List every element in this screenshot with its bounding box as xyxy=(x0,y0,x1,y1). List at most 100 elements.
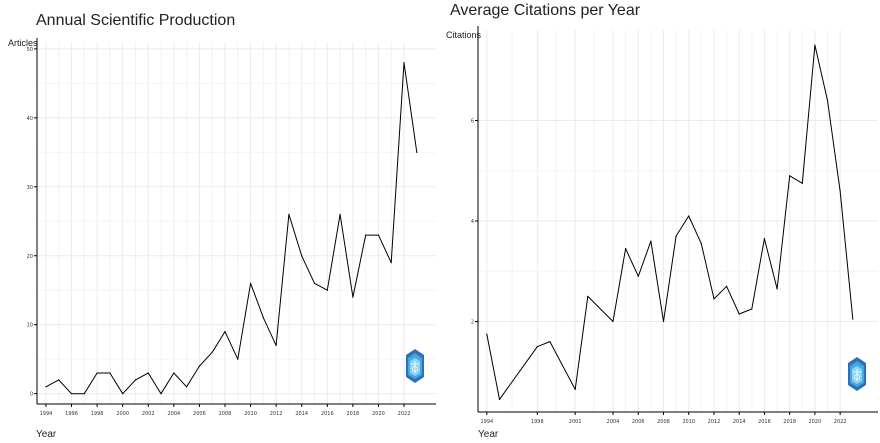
x-tick-label: 2004 xyxy=(607,419,620,425)
data-point xyxy=(198,365,201,367)
data-point xyxy=(173,372,175,374)
data-point xyxy=(390,262,392,264)
data-point xyxy=(326,289,328,291)
x-tick-label: 2020 xyxy=(372,411,385,417)
data-point xyxy=(763,237,766,240)
data-point xyxy=(498,398,501,401)
x-tick-label: 2001 xyxy=(569,419,582,425)
data-point xyxy=(186,386,188,388)
x-tick-label: 2008 xyxy=(219,411,232,417)
data-point xyxy=(339,213,341,215)
data-point xyxy=(96,372,98,374)
data-point xyxy=(625,248,627,250)
x-tick-label: 1996 xyxy=(65,411,78,417)
data-point xyxy=(688,215,690,217)
data-point xyxy=(700,243,702,245)
data-point xyxy=(713,298,715,300)
data-point xyxy=(262,317,264,319)
data-point xyxy=(650,240,652,242)
data-point xyxy=(275,344,277,346)
x-tick-label: 2016 xyxy=(758,419,771,425)
x-tick-label: 1998 xyxy=(531,419,544,425)
data-point xyxy=(147,372,149,374)
x-tick-label: 2006 xyxy=(632,419,645,425)
x-tick-label: 2012 xyxy=(270,411,283,417)
data-point xyxy=(536,346,538,348)
x-tick-label: 2008 xyxy=(657,419,670,425)
data-point xyxy=(662,320,665,323)
data-point xyxy=(852,318,854,320)
data-point xyxy=(224,331,226,333)
y-tick-label: 4 xyxy=(471,219,474,225)
data-point xyxy=(134,379,137,381)
data-point xyxy=(549,341,551,343)
x-tick-label: 1994 xyxy=(40,411,53,417)
data-point xyxy=(58,379,60,381)
data-point xyxy=(249,282,252,284)
x-tick-label: 1998 xyxy=(91,411,104,417)
data-point xyxy=(574,388,576,390)
x-tick-label: 2010 xyxy=(244,411,257,417)
data-point xyxy=(377,234,380,236)
x-tick-label: 1994 xyxy=(480,419,493,425)
data-point xyxy=(612,320,614,323)
data-point xyxy=(814,44,816,46)
data-point xyxy=(70,393,73,395)
data-point xyxy=(109,372,111,374)
data-point xyxy=(826,99,829,101)
data-point xyxy=(211,351,213,353)
y-tick-label: 2 xyxy=(471,320,474,326)
logo-ring xyxy=(412,366,418,372)
x-tick-label: 2022 xyxy=(398,411,411,417)
data-point xyxy=(160,393,162,395)
x-tick-label: 2014 xyxy=(733,419,746,425)
data-point xyxy=(587,295,589,297)
x-tick-label: 2018 xyxy=(347,411,360,417)
y-tick-label: 50 xyxy=(27,47,33,53)
x-tick-label: 2010 xyxy=(682,419,695,425)
y-tick-label: 20 xyxy=(27,254,33,260)
data-point xyxy=(738,313,740,315)
data-point xyxy=(486,333,488,335)
annual-production-plot: 0 10 20 30 40 50 1994 1996 1998 2000 2002 2004 2006 2… xyxy=(27,38,436,417)
data-point xyxy=(725,285,728,287)
x-axis-label: Year xyxy=(478,429,499,440)
x-tick-label: 2002 xyxy=(142,411,155,417)
average-citations-plot: 2 4 6 1994 1998 2001 2004 2006 2008 2010 2012 2014 2… xyxy=(471,26,878,425)
y-tick-label: 6 xyxy=(471,118,474,124)
chart-panel-annual-production: Annual Scientific Production Articles Ye… xyxy=(8,12,436,440)
x-tick-label: 2000 xyxy=(116,411,129,417)
x-tick-label: 2016 xyxy=(321,411,334,417)
data-point xyxy=(45,386,47,388)
series-line xyxy=(45,62,418,395)
x-tick-label: 2006 xyxy=(193,411,206,417)
logo-ring xyxy=(854,374,860,380)
series-line xyxy=(486,44,854,400)
data-point xyxy=(365,234,367,236)
x-tick-label: 2012 xyxy=(708,419,721,425)
data-point xyxy=(403,62,405,64)
chart-title: Annual Scientific Production xyxy=(36,12,236,29)
y-tick-label: 30 xyxy=(27,185,33,191)
data-point xyxy=(776,288,778,290)
data-point xyxy=(789,175,791,177)
data-point xyxy=(416,151,418,153)
chart-panel-average-citations: Average Citations per Year Citations Yea… xyxy=(440,0,880,443)
y-axis-label: Citations xyxy=(446,30,482,40)
y-axis-label: Articles xyxy=(8,38,38,48)
y-tick-label: 40 xyxy=(27,116,33,122)
data-point xyxy=(839,190,841,192)
y-tick-label: 10 xyxy=(27,323,33,329)
x-tick-label: 2020 xyxy=(809,419,822,425)
data-point xyxy=(237,358,239,360)
y-tick-label: 0 xyxy=(30,392,33,398)
bibliometrix-logo-icon xyxy=(406,349,424,383)
data-point xyxy=(301,255,303,257)
chart-title: Average Citations per Year xyxy=(450,2,641,19)
x-tick-label: 2018 xyxy=(783,419,796,425)
data-point xyxy=(313,282,316,284)
x-tick-label: 2022 xyxy=(834,419,847,425)
data-point xyxy=(122,393,124,395)
data-point xyxy=(675,235,677,237)
data-point xyxy=(83,393,85,395)
